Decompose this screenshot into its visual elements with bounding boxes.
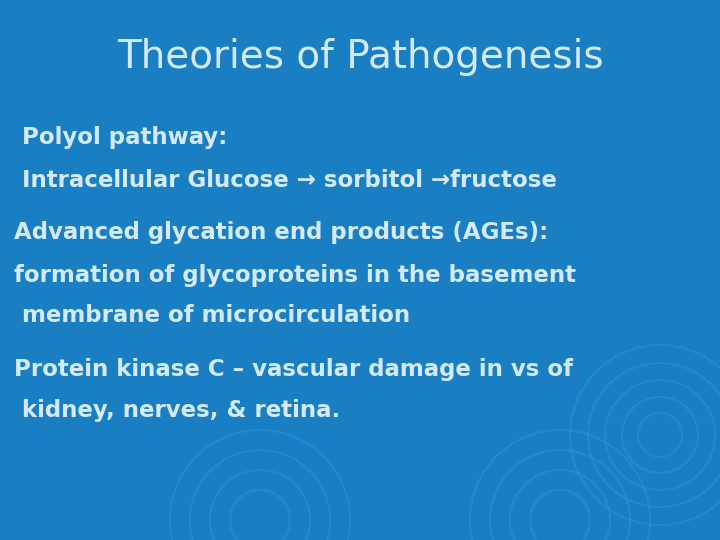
Text: kidney, nerves, & retina.: kidney, nerves, & retina. <box>14 399 341 422</box>
Text: membrane of microcirculation: membrane of microcirculation <box>14 305 410 327</box>
Text: Intracellular Glucose → sorbitol →fructose: Intracellular Glucose → sorbitol →fructo… <box>22 170 557 192</box>
Text: Polyol pathway:: Polyol pathway: <box>22 126 227 149</box>
Text: Protein kinase C – vascular damage in vs of: Protein kinase C – vascular damage in vs… <box>14 359 573 381</box>
Text: Theories of Pathogenesis: Theories of Pathogenesis <box>117 38 603 76</box>
Text: Advanced glycation end products (AGEs):: Advanced glycation end products (AGEs): <box>14 221 549 244</box>
Text: formation of glycoproteins in the basement: formation of glycoproteins in the baseme… <box>14 264 577 287</box>
